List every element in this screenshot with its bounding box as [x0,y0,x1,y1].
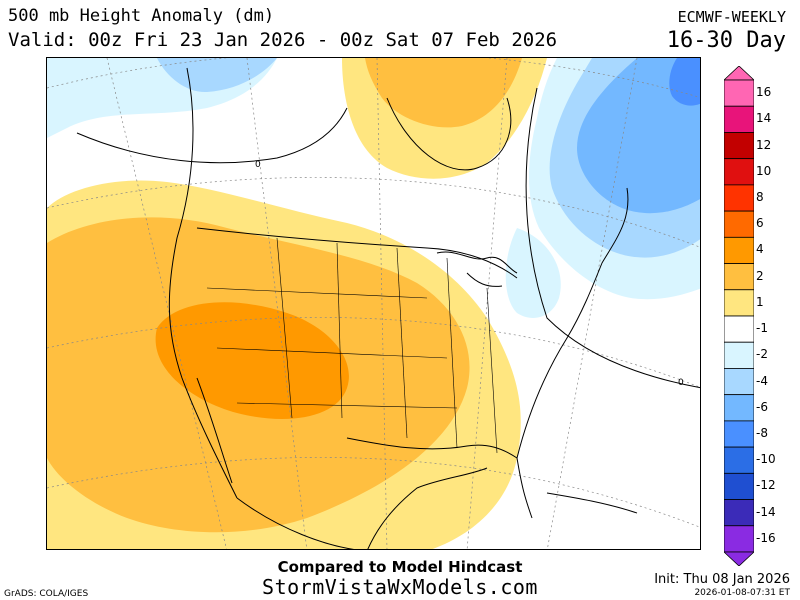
legend-label: -2 [756,347,768,362]
pos-anomaly-north-2 [365,58,522,128]
legend-label: -8 [756,426,768,440]
contour-label-0-west: 0 [255,160,261,170]
legend-swatch [724,132,754,160]
color-legend [724,66,754,566]
legend-swatch [724,420,754,448]
legend-label: -10 [756,452,776,467]
legend-swatch [724,341,754,369]
legend-label: -12 [756,478,776,493]
legend-label: 4 [756,242,764,257]
legend-swatch [724,315,754,343]
neg-anomaly-nw-inner [157,58,277,93]
legend-label: 10 [756,163,772,178]
neg-anomaly-east-3 [577,58,700,214]
contour-label-0-east: 0 [678,378,684,388]
zero-contours [76,87,700,389]
legend-label: -4 [756,373,768,388]
pos-anomaly-3 [155,302,349,420]
legend-swatch [724,158,754,186]
legend-swatch [724,499,754,527]
anomaly-map: 0 0 [46,57,701,550]
legend-label: -1 [756,321,768,336]
legend-arrow-top [724,66,754,81]
grads-credit: GrADS: COLA/IGES [4,589,89,599]
legend-swatch [724,446,754,474]
coastlines [168,67,638,549]
legend-swatch [724,289,754,317]
neg-anomaly-east-4 [669,58,700,106]
legend-arrow-bottom [724,551,754,566]
legend-label: 6 [756,216,764,231]
legend-swatch [724,472,754,500]
legend-label: 14 [756,111,772,126]
state-borders [206,237,498,454]
forecast-range: 16-30 Day [666,28,786,53]
legend-label: 12 [756,137,772,152]
graticule [47,58,700,549]
legend-swatch [724,263,754,291]
legend-swatch [724,236,754,264]
legend-swatch [724,525,754,553]
legend-label: 16 [756,85,772,100]
hindcast-note: Compared to Model Hindcast [277,558,523,576]
legend-label: -6 [756,399,768,414]
generated-stamp: 2026-01-08-07:31 ET [694,588,790,598]
legend-swatch [724,79,754,107]
init-time: Init: Thu 08 Jan 2026 [654,572,790,587]
legend-swatch [724,105,754,133]
legend-swatch [724,210,754,238]
legend-label: -16 [756,530,776,545]
legend-swatch [724,394,754,422]
chart-title: 500 mb Height Anomaly (dm) [8,6,275,26]
valid-period: Valid: 00z Fri 23 Jan 2026 - 00z Sat 07 … [8,29,558,51]
neg-anomaly-east-5 [505,228,561,318]
model-name: ECMWF-WEEKLY [677,8,786,26]
site-name: StormVistaWxModels.com [262,575,538,599]
legend-label: 2 [756,268,764,283]
legend-label: 1 [756,294,764,309]
legend-swatch [724,368,754,396]
legend-label: 8 [756,190,764,204]
legend-swatch [724,184,754,212]
legend-label: -14 [756,504,776,519]
